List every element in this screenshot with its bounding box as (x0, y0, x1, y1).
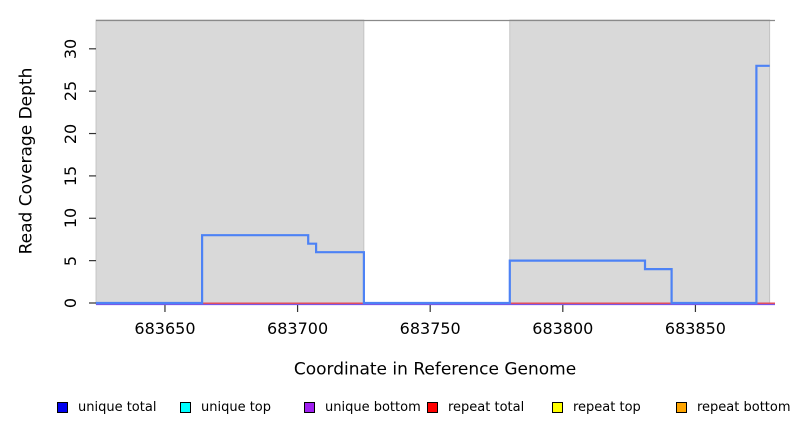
legend-label: unique bottom (325, 399, 421, 415)
y-tick-label: 5 (61, 255, 80, 266)
series-unique-total (96, 64, 770, 305)
x-tick-label: 683750 (399, 319, 461, 338)
x-tick-label: 683650 (134, 319, 196, 338)
chart-legend: unique total unique top unique bottom repea… (0, 399, 792, 419)
legend-swatch-unique-bottom (304, 401, 315, 413)
legend-swatch-repeat-bottom (676, 401, 687, 413)
x-tick-label: 683800 (532, 319, 594, 338)
shaded-right (509, 19, 771, 305)
y-tick-label: 15 (61, 165, 80, 187)
y-axis-label: Read Coverage Depth (16, 67, 37, 255)
legend-item-repeat-top: repeat top (552, 399, 641, 415)
legend-label: unique top (201, 399, 272, 415)
legend-item-repeat-bottom: repeat bottom (676, 399, 791, 415)
legend-item-repeat-total: repeat total (427, 399, 524, 415)
y-tick-label: 25 (61, 80, 80, 102)
legend-label: unique total (78, 399, 157, 415)
legend-item-unique-bottom: unique bottom (304, 399, 421, 415)
legend-swatch-unique-top (180, 401, 191, 413)
legend-item-unique-top: unique top (180, 399, 271, 415)
x-tick-label: 683700 (267, 319, 329, 338)
y-tick-label: 20 (61, 123, 80, 144)
legend-swatch-repeat-total (427, 401, 438, 413)
x-axis-label: Coordinate in Reference Genome (293, 359, 577, 380)
y-tick-label: 10 (61, 208, 80, 229)
legend-label: repeat top (573, 399, 641, 415)
y-tick-label: 0 (61, 297, 80, 309)
legend-swatch-repeat-top (552, 401, 563, 413)
legend-label: repeat bottom (697, 399, 791, 415)
legend-swatch-unique-total (57, 401, 68, 413)
legend-label: repeat total (448, 399, 525, 415)
x-tick-label: 683850 (664, 319, 726, 338)
legend-item-unique-total: unique total (57, 399, 156, 415)
y-tick-label: 30 (61, 38, 80, 59)
shaded-left (95, 19, 365, 305)
